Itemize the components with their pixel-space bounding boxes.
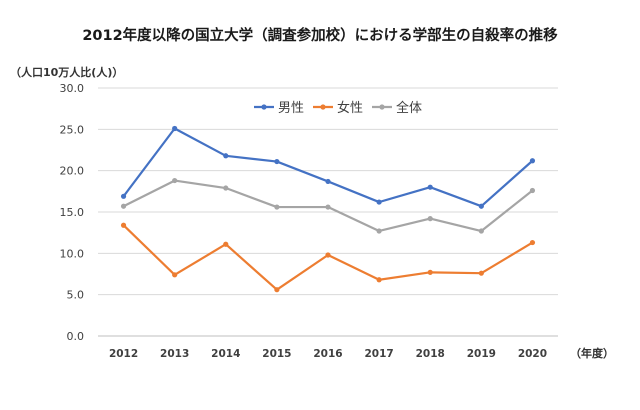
y-axis-label: （人口10万人比(人)） (10, 65, 123, 79)
data-point (274, 204, 280, 210)
data-point (529, 187, 536, 194)
data-point (172, 272, 178, 278)
data-point (529, 158, 536, 164)
series-lines (120, 125, 536, 293)
x-tick-label: 2015 (262, 348, 291, 360)
x-tick-label: 2020 (518, 348, 547, 360)
data-point (120, 193, 127, 199)
legend-label: 全体 (396, 100, 422, 116)
x-tick-label: 2018 (416, 348, 445, 360)
data-point (223, 241, 229, 247)
y-tick-label: 10.0 (60, 247, 85, 260)
data-point (478, 228, 484, 234)
data-point (427, 216, 433, 222)
x-tick-label: 2012 (109, 348, 138, 360)
data-point (274, 158, 280, 165)
y-tick-labels: 0.0 5.0 10.0 15.0 20.0 25.0 30.0 (60, 82, 85, 343)
data-point (223, 153, 229, 159)
y-tick-label: 15.0 (60, 206, 85, 219)
data-point (529, 239, 536, 246)
x-tick-label: 2014 (211, 348, 240, 360)
y-tick-label: 20.0 (60, 165, 85, 178)
x-tick-labels: 2012 2013 2014 2015 2016 2017 2018 2019 2020 (109, 348, 547, 360)
data-point (427, 269, 433, 275)
y-tick-label: 0.0 (67, 330, 85, 343)
x-tick-label: 2013 (160, 348, 189, 360)
x-axis-label: （年度） (570, 346, 614, 360)
series-line (122, 127, 534, 208)
legend: 男性 女性 全体 (254, 100, 422, 116)
chart-title: 2012年度以降の国立大学（調査参加校）における学部生の自殺率の推移 (82, 26, 558, 44)
y-tick-label: 25.0 (60, 123, 85, 136)
data-point (325, 178, 331, 185)
x-tick-label: 2017 (364, 348, 393, 360)
data-point (325, 204, 331, 210)
y-tick-label: 30.0 (60, 82, 85, 95)
data-point (274, 287, 280, 293)
data-point (376, 199, 382, 205)
y-tick-label: 5.0 (67, 289, 85, 302)
x-tick-label: 2016 (313, 348, 342, 360)
legend-marker (379, 104, 385, 110)
legend-marker (320, 104, 326, 110)
data-point (478, 270, 484, 276)
data-point (172, 177, 178, 184)
x-tick-label: 2019 (467, 348, 496, 360)
data-point (427, 184, 433, 190)
data-point (376, 228, 382, 234)
legend-label: 女性 (337, 100, 363, 116)
data-point (120, 203, 127, 209)
legend-marker (261, 104, 267, 110)
data-point (172, 125, 178, 132)
legend-label: 男性 (278, 101, 304, 116)
data-point (376, 277, 382, 283)
grid-lines (98, 87, 558, 337)
data-point (325, 252, 331, 258)
data-point (478, 203, 484, 209)
data-point (223, 185, 229, 191)
data-point (120, 222, 127, 228)
